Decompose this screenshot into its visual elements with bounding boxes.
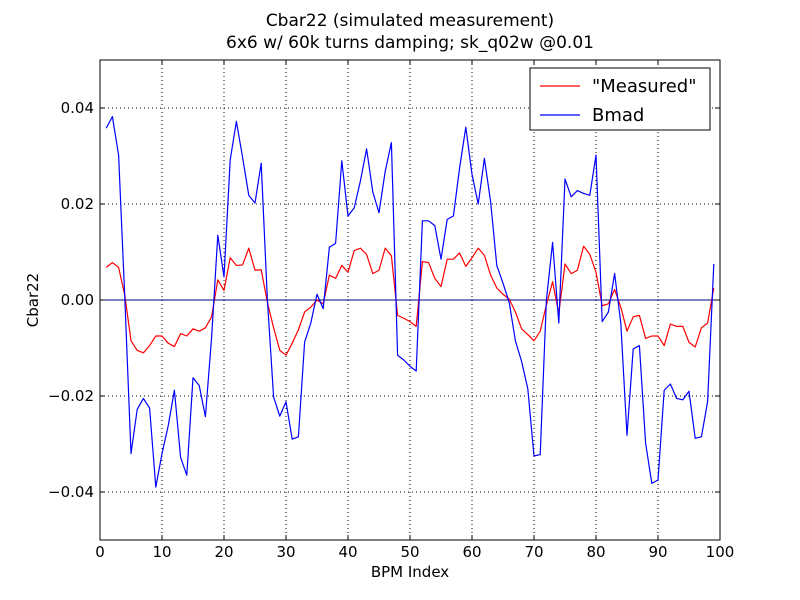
y-tick-label: 0.02 [61,195,94,213]
y-tick-label: 0.00 [61,291,94,309]
y-tick-label: −0.02 [48,387,94,405]
measured-series-line [105,245,715,356]
legend: "Measured" Bmad [529,67,711,131]
chart-title: Cbar22 (simulated measurement) [266,11,554,31]
y-axis-label: Cbar22 [24,273,42,327]
ticks [99,60,721,540]
x-tick-label: 30 [276,543,295,561]
x-tick-label: 20 [214,543,233,561]
legend-label: Bmad [592,105,644,126]
x-tick-label: 0 [95,543,105,561]
legend-box [529,67,711,131]
x-tick-label: 70 [524,543,543,561]
bmad-series-line [105,116,715,488]
x-tick-labels: 0 10 20 30 40 50 60 70 80 90 100 [95,543,734,561]
chart-subtitle: 6x6 w/ 60k turns damping; sk_q02w @0.01 [226,33,594,53]
x-tick-label: 80 [586,543,605,561]
series-layer [105,116,715,488]
legend-label: "Measured" [592,76,696,97]
x-tick-label: 50 [400,543,419,561]
x-axis-label: BPM Index [371,563,449,581]
y-tick-label: 0.04 [61,99,94,117]
y-tick-labels: −0.04 −0.02 0.00 0.02 0.04 [48,99,94,501]
x-tick-label: 60 [462,543,481,561]
x-tick-label: 90 [648,543,667,561]
x-tick-label: 40 [338,543,357,561]
y-tick-label: −0.04 [48,483,94,501]
x-tick-label: 100 [706,543,735,561]
x-tick-label: 10 [152,543,171,561]
